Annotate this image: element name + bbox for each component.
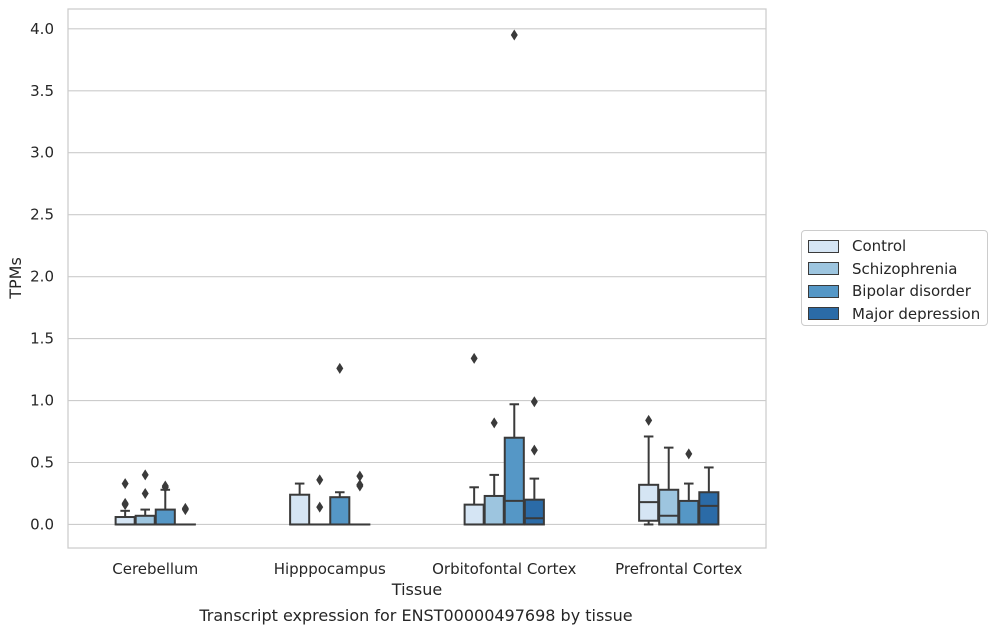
box-rect [523, 498, 545, 526]
box-rect [154, 508, 176, 526]
box-control [638, 414, 660, 526]
x-tick-label: Prefrontal Cortex [615, 560, 742, 578]
y-tick-label: 3.0 [30, 144, 54, 162]
legend: Control Schizophrenia Bipolar disorder M… [801, 230, 988, 326]
legend-item-control: Control [808, 235, 987, 258]
y-tick-label: 1.0 [30, 392, 54, 410]
outlier-point [470, 352, 478, 364]
legend-swatch [808, 284, 839, 298]
box-rect [463, 503, 485, 526]
outlier-point [356, 479, 364, 491]
outlier-point [645, 414, 653, 426]
box-rect [658, 488, 680, 526]
box-major-depression [523, 396, 545, 526]
outlier-point [121, 497, 129, 509]
box-schizophrenia [134, 469, 156, 526]
y-axis-title: TPMs [6, 257, 25, 300]
legend-swatch [808, 239, 839, 253]
outlier-point [356, 470, 364, 482]
box-schizophrenia [309, 474, 331, 526]
box-major-depression [174, 502, 196, 526]
x-tick-label: Hipppocampus [274, 560, 386, 578]
outlier-point [336, 362, 344, 374]
y-tick-label: 2.5 [30, 206, 54, 224]
x-tick-label: Orbitofontal Cortex [432, 560, 576, 578]
plot-frame [67, 8, 767, 549]
box-rect [289, 493, 311, 526]
outlier-point [490, 417, 498, 429]
x-tick-label: Cerebellum [112, 560, 198, 578]
box-schizophrenia [658, 446, 680, 526]
y-tick-label: 0.5 [30, 454, 54, 472]
legend-label: Bipolar disorder [852, 282, 971, 301]
box-major-depression [349, 470, 371, 526]
y-tick-label: 1.5 [30, 330, 54, 348]
box-rect [678, 499, 700, 526]
box-schizophrenia [483, 417, 505, 526]
legend-label: Major depression [852, 304, 981, 323]
box-rect [483, 494, 505, 526]
x-axis-title: Tissue [391, 580, 442, 599]
box-control [289, 482, 311, 526]
box-rect [329, 496, 351, 526]
box-control [114, 478, 136, 526]
box-bipolar-disorder [154, 480, 176, 526]
outlier-point [316, 474, 324, 486]
outlier-point [141, 469, 149, 481]
box-rect [114, 516, 136, 526]
grid-lines [68, 28, 766, 526]
box-rect [503, 436, 525, 526]
outlier-point [510, 29, 518, 41]
box-bipolar-disorder [329, 362, 351, 526]
outlier-point [530, 444, 538, 456]
y-tick-label: 2.0 [30, 268, 54, 286]
outlier-point [685, 448, 693, 460]
legend-item-major-depression: Major depression [808, 303, 987, 326]
box-series [114, 29, 720, 526]
chart-caption: Transcript expression for ENST0000049769… [199, 606, 633, 625]
legend-item-bipolar-disorder: Bipolar disorder [808, 280, 987, 303]
legend-label: Control [852, 237, 907, 256]
y-tick-label: 4.0 [30, 20, 54, 38]
box-bipolar-disorder [503, 29, 525, 526]
legend-swatch [808, 307, 839, 321]
outlier-point [316, 501, 324, 513]
outlier-point [530, 396, 538, 408]
box-control [463, 352, 485, 526]
box-major-depression [698, 466, 720, 526]
x-tick-labels: Cerebellum Hipppocampus Orbitofontal Corte… [112, 560, 742, 578]
box-rect [698, 491, 720, 526]
legend-swatch [808, 262, 839, 276]
box-bipolar-disorder [678, 448, 700, 526]
y-tick-label: 0.0 [30, 515, 54, 533]
outlier-point [121, 478, 129, 490]
y-tick-labels: 0.0 0.5 1.0 1.5 2.0 2.5 3.0 3.5 4.0 [30, 20, 54, 534]
legend-label: Schizophrenia [852, 259, 958, 278]
y-tick-label: 3.5 [30, 82, 54, 100]
outlier-point [181, 502, 189, 514]
box-rect [134, 514, 156, 526]
legend-item-schizophrenia: Schizophrenia [808, 258, 987, 281]
outlier-point [161, 480, 169, 492]
outlier-point [141, 487, 149, 499]
